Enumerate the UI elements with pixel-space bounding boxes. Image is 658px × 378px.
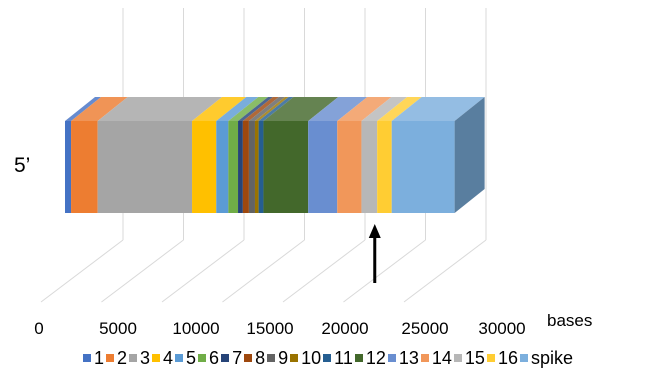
legend-item: 16 [487, 348, 518, 369]
legend-label: 12 [366, 348, 386, 369]
legend-label: 7 [232, 348, 242, 369]
legend-item: 5 [175, 348, 196, 369]
segment-spike [392, 121, 455, 213]
segment-7 [238, 121, 243, 213]
segment-15 [361, 121, 377, 213]
x-tick-label: 5000 [99, 319, 137, 338]
legend-swatch [129, 354, 137, 362]
legend-swatch [198, 354, 206, 362]
legend-swatch [175, 354, 183, 362]
legend-item: 7 [221, 348, 242, 369]
legend-label: 15 [465, 348, 485, 369]
legend-item: 1 [83, 348, 104, 369]
segment-12 [263, 121, 308, 213]
legend-swatch [355, 354, 363, 362]
gridline-floor [344, 240, 426, 302]
legend-swatch [152, 354, 160, 362]
segment-5 [216, 121, 228, 213]
legend-swatch [520, 354, 528, 362]
legend-label: 5 [186, 348, 196, 369]
arrow-head [369, 224, 381, 238]
segment-14 [337, 121, 361, 213]
legend-swatch [267, 354, 275, 362]
legend-swatch [221, 354, 229, 362]
legend-swatch [106, 354, 114, 362]
legend-label: 9 [278, 348, 288, 369]
legend-label: 2 [117, 348, 127, 369]
segment-8 [243, 121, 249, 213]
legend-swatch [323, 354, 331, 362]
legend-item: 14 [421, 348, 452, 369]
x-tick-label: 15000 [246, 319, 293, 338]
segment-4 [192, 121, 216, 213]
x-tick-label: 20000 [321, 319, 368, 338]
x-tick-label: 10000 [172, 319, 219, 338]
legend-swatch [454, 354, 462, 362]
legend-item: 9 [267, 348, 288, 369]
legend-item: 4 [152, 348, 173, 369]
x-tick-label: 0 [34, 319, 43, 338]
legend-label: 1 [94, 348, 104, 369]
legend-swatch [83, 354, 91, 362]
legend-swatch [290, 354, 298, 362]
legend-label: 4 [163, 348, 173, 369]
segment-1 [65, 121, 71, 213]
gridline-floor [283, 240, 365, 302]
legend-label: 14 [432, 348, 452, 369]
x-unit-label: bases [547, 311, 592, 330]
segment-2 [71, 121, 98, 213]
legend-swatch [421, 354, 429, 362]
legend-item: 6 [198, 348, 219, 369]
legend-item: 8 [244, 348, 265, 369]
segment-16 [377, 121, 392, 213]
segment-6 [228, 121, 238, 213]
legend-item: 11 [323, 348, 353, 369]
segment-11 [259, 121, 264, 213]
gridline-floor [223, 240, 305, 302]
legend-label: 8 [255, 348, 265, 369]
legend-item: 2 [106, 348, 127, 369]
segment-9 [249, 121, 255, 213]
legend-label: 3 [140, 348, 150, 369]
x-tick-label: 25000 [401, 319, 448, 338]
legend-label: 13 [399, 348, 419, 369]
gridline-floor [404, 240, 486, 302]
legend-swatch [388, 354, 396, 362]
legend-item: 10 [290, 348, 321, 369]
legend-label: spike [531, 348, 573, 369]
legend-swatch [487, 354, 495, 362]
legend-label: 6 [209, 348, 219, 369]
legend-item: 3 [129, 348, 150, 369]
legend-item: 13 [388, 348, 419, 369]
gridline-floor [102, 240, 184, 302]
segment-3 [98, 121, 192, 213]
legend-label: 16 [498, 348, 518, 369]
legend-swatch [244, 354, 252, 362]
five-prime-label: 5’ [14, 154, 30, 177]
gridline-floor [41, 240, 123, 302]
legend: 1 2 3 4 5 6 7 8 9 10 11 12 13 14 15 16 spike [0, 343, 658, 373]
segment-10 [255, 121, 259, 213]
x-tick-label: 30000 [478, 319, 525, 338]
segment-13 [308, 121, 337, 213]
legend-item: 12 [355, 348, 386, 369]
legend-label: 11 [334, 348, 353, 369]
legend-label: 10 [301, 348, 321, 369]
legend-item: 15 [454, 348, 485, 369]
legend-item: spike [520, 348, 573, 369]
gridline-floor [162, 240, 244, 302]
